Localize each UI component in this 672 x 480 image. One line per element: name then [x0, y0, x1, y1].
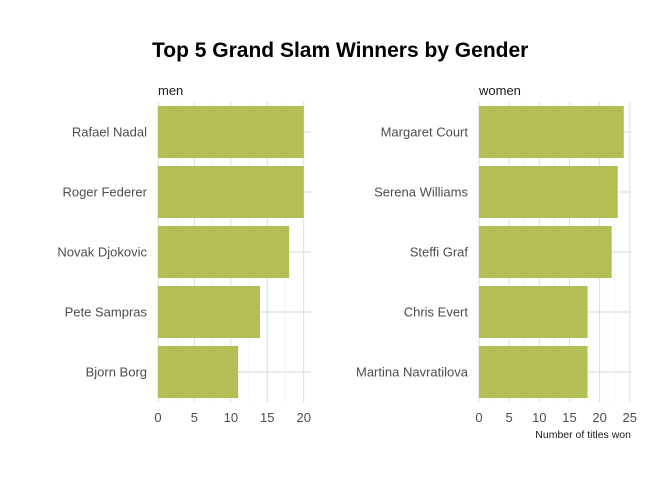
x-tick-label: 0	[154, 410, 161, 425]
x-tick-label: 15	[260, 410, 274, 425]
category-label: Chris Evert	[404, 305, 469, 320]
bar	[479, 106, 624, 158]
category-label: Martina Navratilova	[356, 365, 469, 380]
category-label: Rafael Nadal	[72, 125, 147, 140]
x-tick-label: 10	[532, 410, 546, 425]
bar	[158, 106, 304, 158]
panel-women: women Margaret Court Serena Williams Steffi…	[356, 83, 637, 425]
x-tick-label: 5	[191, 410, 198, 425]
x-tick-label: 20	[592, 410, 606, 425]
bar	[479, 166, 618, 218]
panel-label: women	[478, 83, 521, 98]
x-tick-label: 20	[296, 410, 310, 425]
category-label: Steffi Graf	[410, 245, 469, 260]
category-label: Roger Federer	[62, 185, 147, 200]
x-tick-label: 10	[224, 410, 238, 425]
category-label: Pete Sampras	[65, 305, 148, 320]
panel-men: men Rafael Nadal Roger Federer Novak Djokov…	[57, 83, 311, 425]
bar	[158, 346, 239, 398]
bar	[479, 226, 612, 278]
panel-label: men	[158, 83, 183, 98]
category-label: Serena Williams	[374, 185, 468, 200]
bar	[158, 226, 290, 278]
category-label: Margaret Court	[381, 125, 469, 140]
bar	[158, 166, 304, 218]
category-label: Bjorn Borg	[86, 365, 147, 380]
bar	[479, 286, 588, 338]
x-tick-label: 25	[623, 410, 637, 425]
x-tick-label: 15	[562, 410, 576, 425]
bar	[158, 286, 260, 338]
bar	[479, 346, 588, 398]
chart-title: Top 5 Grand Slam Winners by Gender	[152, 39, 528, 62]
category-label: Novak Djokovic	[57, 245, 147, 260]
x-tick-label: 5	[506, 410, 513, 425]
x-tick-label: 0	[475, 410, 482, 425]
x-axis-title: Number of titles won	[535, 429, 631, 441]
